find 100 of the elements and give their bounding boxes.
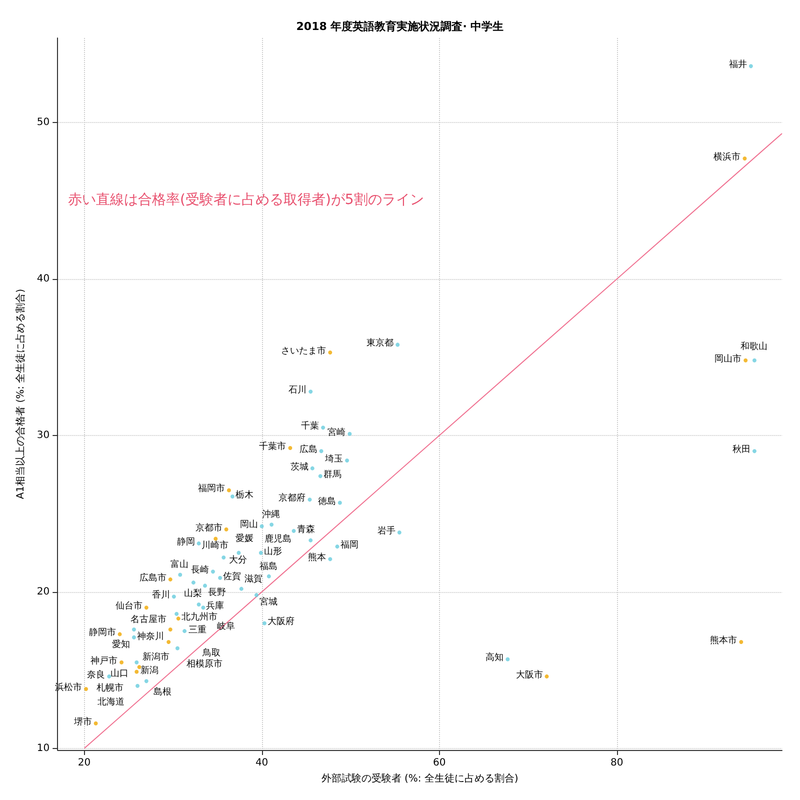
- annotation: 新潟: [140, 664, 158, 676]
- annotation: 北海道: [98, 696, 125, 708]
- x-axis-title: 外部試験の受験者 (%: 全生徒に占める割合): [321, 772, 518, 784]
- annotation: 茨城: [290, 461, 308, 472]
- point: [176, 616, 180, 621]
- point: [345, 458, 350, 463]
- point: [182, 629, 187, 634]
- annotation: 和歌山: [740, 340, 768, 352]
- point: [134, 670, 139, 674]
- point: [739, 640, 744, 644]
- point: [752, 358, 756, 362]
- annotation: 島根: [153, 686, 172, 698]
- x-tick-label: 20: [78, 758, 91, 768]
- annotation: 静岡: [176, 536, 195, 548]
- point: [308, 390, 313, 394]
- annotation: 横浜市: [714, 151, 741, 162]
- annotation: 千葉: [301, 420, 320, 432]
- chart-title: 2018 年度英語教育実施状況調査· 中学生: [296, 20, 504, 33]
- annotation: 奈良: [87, 669, 106, 680]
- annotation: 沖縄: [262, 509, 280, 520]
- point: [266, 574, 271, 578]
- point: [134, 660, 139, 664]
- y-tick-label: 30: [36, 430, 50, 441]
- annotation: 大分: [229, 554, 248, 566]
- annotation: 長崎: [190, 564, 209, 576]
- annotation: 広島市: [139, 572, 166, 584]
- annotation: 新潟市: [142, 652, 170, 663]
- annotation: 山口: [110, 668, 129, 679]
- annotation: 北九州市: [181, 612, 218, 623]
- point: [226, 488, 231, 492]
- point: [210, 570, 215, 574]
- point: [744, 358, 748, 362]
- point: [397, 530, 402, 534]
- point: [348, 432, 352, 436]
- point: [132, 628, 136, 632]
- point: [132, 635, 136, 640]
- annotation: 石川: [288, 384, 307, 396]
- annotation: 徳島: [318, 496, 336, 507]
- annotation: さいたま市: [281, 346, 326, 357]
- annotation: 愛知: [112, 638, 130, 650]
- annotation: 岡山市: [714, 353, 742, 364]
- annotation: 滋賀: [244, 573, 262, 584]
- annotation: 仙台市: [115, 600, 142, 612]
- annotation: 群馬: [323, 469, 342, 480]
- annotation: 大阪府: [267, 616, 294, 628]
- point: [338, 500, 342, 505]
- x-tick-label: 80: [610, 758, 624, 768]
- point: [742, 156, 747, 160]
- annotation: 愛媛: [236, 533, 254, 544]
- point: [144, 679, 148, 684]
- point: [107, 674, 112, 678]
- annotation: 千葉市: [259, 440, 286, 452]
- annotation: 福井: [728, 59, 747, 70]
- point: [321, 426, 326, 430]
- point: [752, 449, 756, 454]
- point: [178, 572, 182, 577]
- y-tick-label: 20: [36, 586, 50, 598]
- point: [120, 660, 124, 664]
- annotation: 岡山: [240, 519, 258, 530]
- annotation: 山形: [264, 546, 282, 557]
- point: [328, 557, 332, 562]
- point: [218, 576, 222, 580]
- annotation: 堺市: [72, 716, 92, 728]
- annotation: 香川: [152, 590, 170, 601]
- annotation: 栃木: [236, 489, 254, 500]
- point: [239, 586, 244, 591]
- annotation: 高知: [486, 652, 504, 664]
- point: [292, 528, 296, 533]
- annotation: 兵庫: [206, 600, 224, 612]
- point: [310, 466, 314, 470]
- point: [506, 657, 510, 662]
- annotation: 福岡市: [198, 483, 225, 494]
- point: [166, 640, 171, 644]
- point: [262, 621, 266, 626]
- annotation: 岩手: [377, 525, 396, 536]
- annotation: 広島: [299, 444, 318, 456]
- annotation: 名古屋市: [130, 614, 166, 626]
- point: [191, 580, 196, 585]
- annotation: 山梨: [184, 588, 202, 600]
- y-tick-label: 40: [36, 273, 50, 284]
- point: [175, 646, 180, 650]
- point: [236, 550, 241, 555]
- point: [84, 686, 88, 691]
- annotation: 福島: [259, 560, 278, 572]
- point: [308, 498, 312, 502]
- point: [172, 594, 176, 599]
- point: [230, 494, 235, 498]
- annotation: 神奈川: [136, 631, 164, 642]
- point: [318, 474, 322, 478]
- point: [319, 449, 324, 454]
- annotation: 三重: [188, 624, 207, 636]
- y-axis-title: A1相当以上の合格者 (%: 全生徒に占める割合): [14, 288, 26, 500]
- annotation: 熊本: [308, 552, 326, 564]
- point: [174, 612, 179, 616]
- point: [196, 541, 201, 546]
- point: [396, 342, 400, 347]
- point: [335, 544, 340, 549]
- x-tick-label: 60: [432, 758, 446, 768]
- annotation: 青森: [296, 524, 315, 535]
- point: [254, 593, 258, 598]
